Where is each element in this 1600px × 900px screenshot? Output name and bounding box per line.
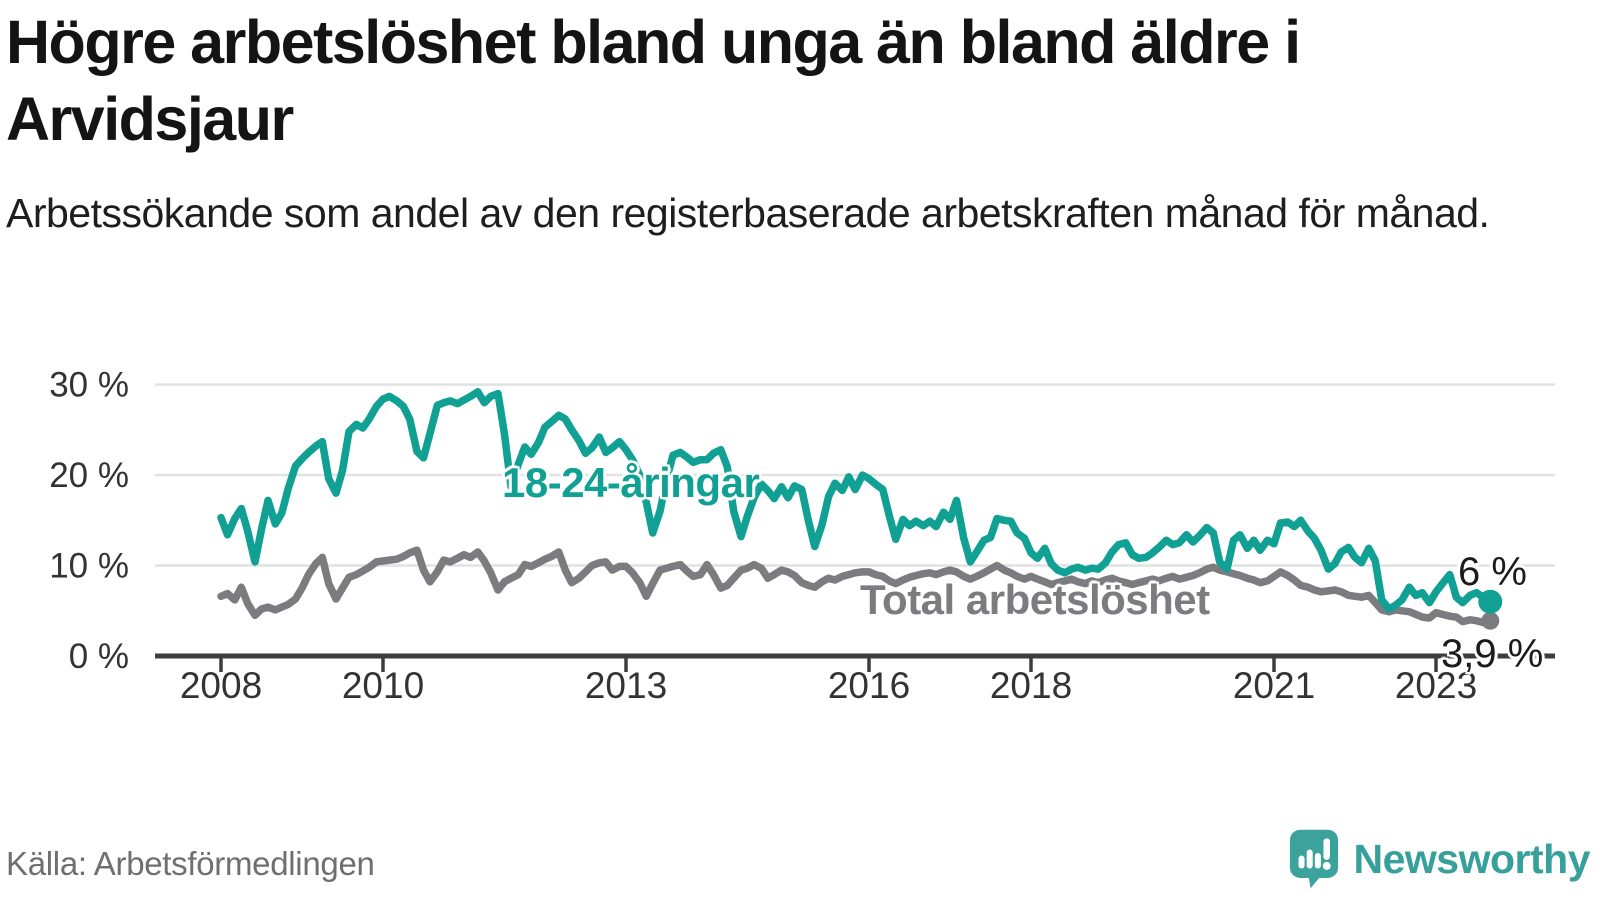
exclamation-bar <box>1322 838 1330 860</box>
x-tick-label: 2013 <box>585 665 667 706</box>
newsworthy-logo: Newsworthy <box>1288 828 1591 890</box>
x-tick-label: 2021 <box>1233 665 1315 706</box>
end-value-label-18-24: 6 % <box>1458 550 1527 594</box>
speech-bubble-shape <box>1289 829 1338 889</box>
x-tick-label: 2018 <box>990 665 1072 706</box>
bar-medium <box>1314 852 1321 869</box>
newsworthy-wordmark: Newsworthy <box>1353 835 1591 882</box>
newsworthy-icon <box>1289 829 1338 889</box>
chart-title: Högre arbetslöshet bland unga än bland ä… <box>6 8 1301 153</box>
series-line-total <box>217 546 1495 627</box>
bar-small <box>1298 855 1305 869</box>
series-line-18-24 <box>217 388 1495 613</box>
x-tick-label: 2008 <box>180 665 262 706</box>
series-label-18-24: 18-24-åringar <box>502 459 760 506</box>
y-tick-label: 20 % <box>49 456 129 495</box>
exclamation-dot <box>1322 861 1331 870</box>
chart-subtitle: Arbetssökande som andel av den registerb… <box>6 190 1490 236</box>
bar-tall <box>1306 849 1313 869</box>
y-tick-label: 0 % <box>69 637 129 676</box>
end-value-label-total: 3,9 % <box>1441 632 1544 676</box>
end-dot-18-24 <box>1478 589 1503 614</box>
source-note: Källa: Arbetsförmedlingen <box>6 845 375 882</box>
y-tick-label: 10 % <box>49 547 129 586</box>
y-tick-label: 30 % <box>49 366 129 405</box>
series-label-total: Total arbetslöshet <box>860 576 1210 623</box>
end-dot-total <box>1481 611 1500 630</box>
x-tick-label: 2010 <box>342 665 424 706</box>
x-tick-label: 2023 <box>1395 665 1477 706</box>
x-tick-label: 2016 <box>828 665 910 706</box>
